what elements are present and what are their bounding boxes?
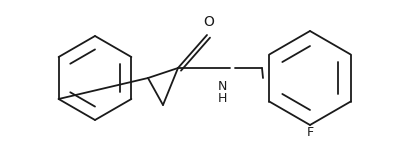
Text: F: F xyxy=(306,125,314,138)
Text: O: O xyxy=(203,15,215,29)
Text: N
H: N H xyxy=(217,80,227,105)
